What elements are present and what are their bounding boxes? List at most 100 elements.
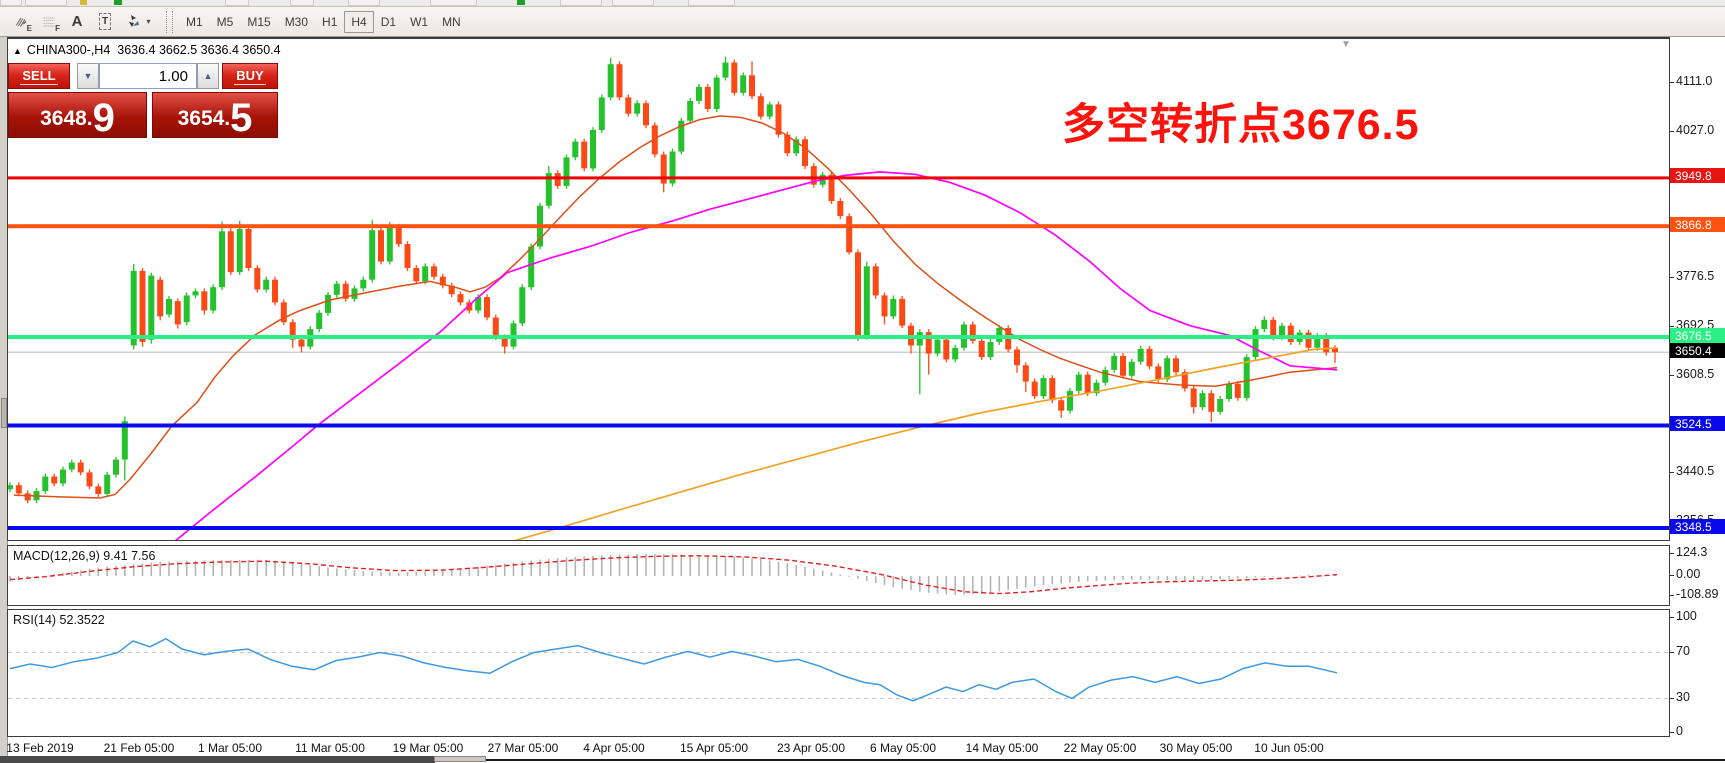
- macd-axis-label-tick: [1670, 575, 1674, 576]
- rsi-axis-label: 30: [1676, 690, 1690, 704]
- rsi-axis-label-tick: [1670, 732, 1674, 733]
- toolbar-fragment: [612, 0, 654, 6]
- text-label-tool-button[interactable]: T: [92, 10, 118, 34]
- rsi-axis-label-tick: [1670, 652, 1674, 653]
- buy-button[interactable]: BUY: [222, 63, 278, 89]
- date-axis-label: 6 May 05:00: [869, 741, 937, 755]
- timeframe-mn-button[interactable]: MN: [435, 11, 468, 33]
- chart-title: ▲ CHINA300-,H4 3636.4 3662.5 3636.4 3650.…: [13, 43, 281, 57]
- volume-increase-button[interactable]: ▲: [197, 63, 219, 89]
- panel-splitter-grip[interactable]: [1, 398, 7, 428]
- toolbar-fragment: [225, 0, 249, 6]
- price-axis-label-tick: [1670, 375, 1674, 376]
- date-axis-label: 19 Mar 05:00: [392, 741, 464, 755]
- pivot-annotation-text: 多空转折点3676.5: [1062, 101, 1420, 149]
- timeframe-m15-button[interactable]: M15: [240, 11, 277, 33]
- price-axis-label: 3776.5: [1676, 269, 1715, 283]
- macd-canvas: [9, 553, 1338, 596]
- price-axis-label: 4111.0: [1676, 74, 1713, 88]
- main-price-chart[interactable]: [7, 37, 1670, 541]
- horizontal-scrollbar-track[interactable]: [0, 759, 1725, 761]
- sell-button[interactable]: SELL: [8, 63, 70, 89]
- spin-down-icon: ▼: [83, 71, 93, 81]
- horizontal-scrollbar-thumb[interactable]: [0, 756, 435, 763]
- fibonacci-tool-button[interactable]: F: [36, 10, 62, 34]
- toolbar-fragment-yellow: [80, 0, 87, 5]
- sell-price-main: 3648.: [40, 107, 93, 130]
- crosshair-draw-icon: [15, 17, 27, 27]
- toolbar-fragment: [0, 0, 22, 6]
- toolbar-fragment: [688, 0, 735, 6]
- timeframe-h1-button[interactable]: H1: [315, 11, 344, 33]
- price-chart-canvas: [8, 56, 1669, 540]
- sell-price-pip: 9: [92, 96, 115, 140]
- price-level-badge: 3949.8: [1670, 168, 1725, 183]
- price-axis-label-tick: [1670, 82, 1674, 83]
- rsi-axis-label: 0: [1676, 724, 1683, 738]
- horizontal-scrollbar-button[interactable]: [434, 756, 486, 762]
- arrows-tool-button[interactable]: ▾: [120, 10, 158, 34]
- timeframe-h4-button[interactable]: H4: [344, 10, 374, 33]
- rsi-canvas: [8, 637, 1669, 702]
- toolbar: E F A T ▾ M1 M5 M15 M30 H1 H4: [0, 7, 1725, 37]
- timeframe-m30-button[interactable]: M30: [278, 11, 315, 33]
- text-tool-button[interactable]: A: [64, 10, 90, 34]
- arrows-icon: [129, 15, 140, 27]
- buy-price-display[interactable]: 3654. 5: [152, 92, 278, 138]
- price-axis-label-tick: [1670, 326, 1674, 327]
- macd-axis-label: 0.00: [1676, 567, 1701, 581]
- price-axis-label: 3608.5: [1676, 367, 1715, 381]
- toolbar-fragment: [430, 0, 477, 6]
- scroll-position-marker-icon[interactable]: ▼: [1341, 39, 1351, 50]
- macd-label: MACD(12,26,9) 9.41 7.56: [13, 549, 156, 563]
- price-level-badge: 3524.5: [1670, 416, 1725, 431]
- rsi-axis-label-tick: [1670, 617, 1674, 618]
- date-axis-label: 10 Jun 05:00: [1254, 741, 1324, 755]
- macd-axis-label-tick: [1670, 553, 1674, 554]
- toolbar-fragment-green: [114, 0, 122, 5]
- timeframe-d1-button[interactable]: D1: [374, 11, 403, 33]
- clipped-upper-toolbar: [0, 0, 1725, 7]
- rsi-label: RSI(14) 52.3522: [13, 613, 105, 627]
- price-axis-label-tick: [1670, 472, 1674, 473]
- date-axis-label: 4 Apr 05:00: [583, 741, 645, 755]
- volume-decrease-button[interactable]: ▼: [77, 63, 99, 89]
- rsi-axis-label: 100: [1676, 609, 1697, 623]
- collapse-panel-icon[interactable]: ▲: [13, 46, 22, 56]
- timeframe-w1-button[interactable]: W1: [403, 11, 435, 33]
- price-axis-label-tick: [1670, 131, 1674, 132]
- rsi-axis-label-tick: [1670, 698, 1674, 699]
- date-axis-label: 13 Feb 2019: [6, 741, 74, 755]
- price-axis-label: 3440.5: [1676, 464, 1715, 478]
- sell-price-display[interactable]: 3648. 9: [8, 92, 147, 138]
- crosshair-draw-tool-button[interactable]: E: [8, 10, 34, 34]
- macd-axis-label: 124.3: [1676, 545, 1708, 559]
- timeframe-m1-button[interactable]: M1: [179, 11, 210, 33]
- macd-indicator-pane[interactable]: [7, 545, 1670, 606]
- toolbar-fragment: [560, 0, 602, 6]
- price-level-badge: 3348.5: [1670, 519, 1725, 534]
- toolbar-fragment: [290, 0, 314, 6]
- price-level-badge: 3866.8: [1670, 217, 1725, 232]
- macd-axis-label-tick: [1670, 595, 1674, 596]
- rsi-indicator-pane[interactable]: [7, 609, 1670, 737]
- macd-axis-label: -108.89: [1676, 587, 1719, 601]
- dropdown-caret-icon: ▾: [146, 17, 151, 26]
- buy-price-pip: 5: [230, 96, 253, 140]
- price-level-badge: 3676.5: [1670, 328, 1725, 343]
- rsi-axis-label: 70: [1676, 644, 1690, 658]
- price-axis-label-tick: [1670, 277, 1674, 278]
- date-axis-label: 11 Mar 05:00: [295, 741, 365, 755]
- toolbar-separator: [166, 10, 173, 33]
- volume-input[interactable]: [99, 63, 197, 89]
- symbol-ohlc-text: CHINA300-,H4 3636.4 3662.5 3636.4 3650.4: [26, 43, 281, 57]
- date-axis-label: 14 May 05:00: [965, 741, 1039, 755]
- date-axis-label: 1 Mar 05:00: [197, 741, 263, 755]
- price-axis-label: 4027.0: [1676, 123, 1715, 137]
- timeframe-m5-button[interactable]: M5: [210, 11, 241, 33]
- current-price-badge: 3650.4: [1670, 343, 1725, 358]
- text-label-icon: T: [99, 13, 111, 30]
- date-axis-label: 27 Mar 05:00: [487, 741, 559, 755]
- spin-up-icon: ▲: [203, 71, 213, 81]
